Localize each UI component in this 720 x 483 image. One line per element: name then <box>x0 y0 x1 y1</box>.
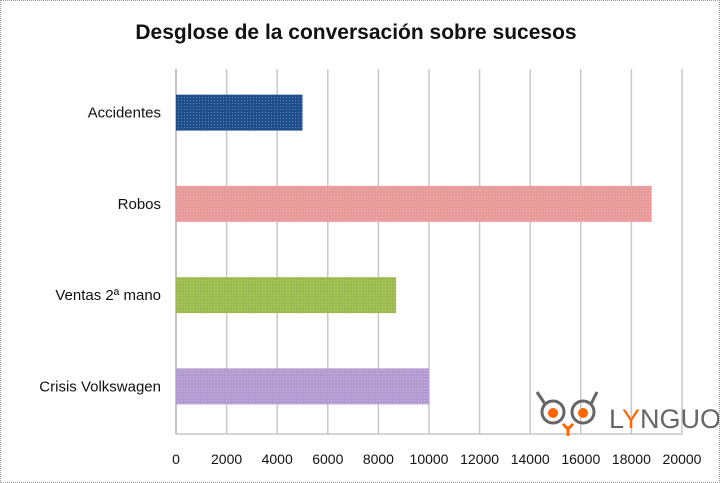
category-label: Ventas 2ª mano <box>55 287 161 304</box>
category-label: Crisis Volkswagen <box>39 378 161 395</box>
x-tick-label: 20000 <box>663 451 702 467</box>
x-tick-label: 14000 <box>511 451 550 467</box>
x-tick-label: 16000 <box>561 451 600 467</box>
x-tick-label: 0 <box>172 451 180 467</box>
chart-title: Desglose de la conversación sobre suceso… <box>135 21 577 44</box>
bar-accidentes <box>176 94 303 131</box>
bar-ventas-2-mano <box>176 277 397 314</box>
bar-robos <box>176 185 652 222</box>
bar-crisis-volkswagen <box>176 368 429 405</box>
category-label: Robos <box>118 196 161 213</box>
category-label: Accidentes <box>88 105 161 122</box>
x-tick-label: 10000 <box>410 451 449 467</box>
x-tick-label: 2000 <box>211 451 242 467</box>
x-tick-label: 8000 <box>363 451 394 467</box>
x-tick-label: 6000 <box>312 451 343 467</box>
x-tick-label: 12000 <box>460 451 499 467</box>
logo-text: LYNGUO <box>609 404 720 434</box>
x-tick-label: 18000 <box>612 451 651 467</box>
lynguo-logo: LYNGUO <box>535 391 720 436</box>
x-tick-label: 4000 <box>262 451 293 467</box>
